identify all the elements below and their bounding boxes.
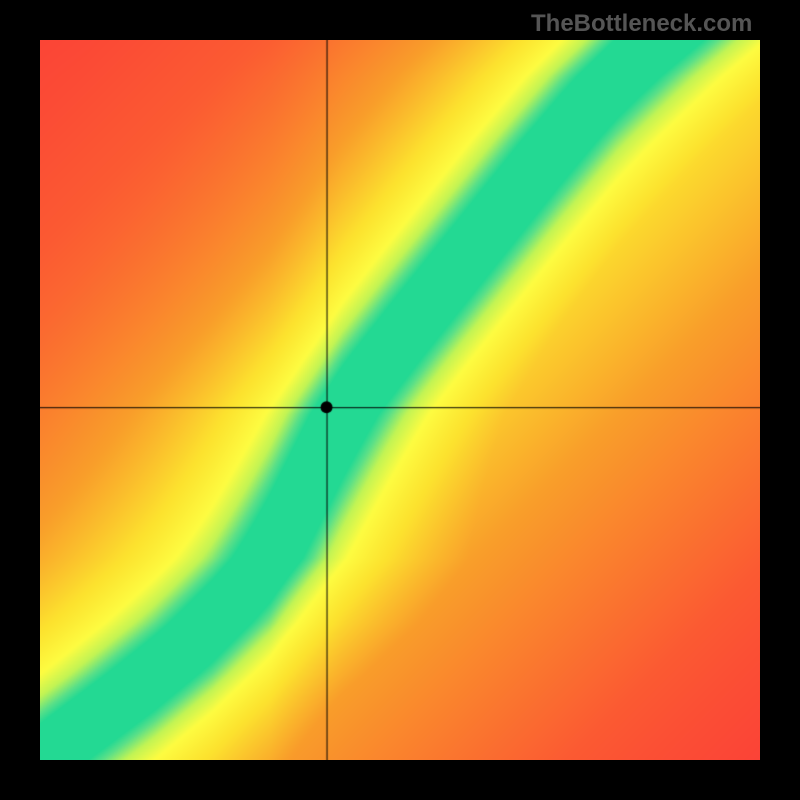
crosshair-overlay xyxy=(40,40,760,760)
chart-container: TheBottleneck.com xyxy=(0,0,800,800)
plot-area xyxy=(40,40,760,760)
watermark-text: TheBottleneck.com xyxy=(531,10,752,38)
